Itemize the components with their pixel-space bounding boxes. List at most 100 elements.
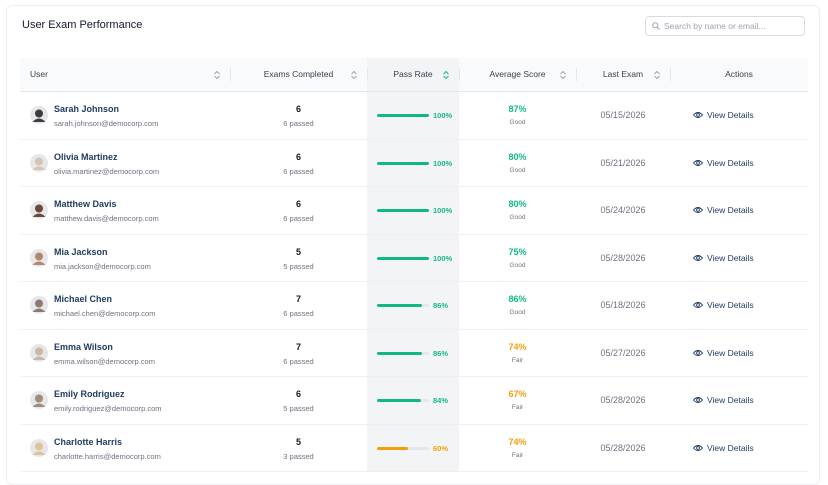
sort-icon[interactable] — [654, 71, 660, 79]
view-details[interactable]: View Details — [693, 300, 754, 310]
pass-rate: 100% — [433, 111, 453, 120]
column-header[interactable]: User — [30, 69, 48, 79]
progress-bar — [377, 256, 429, 260]
progress-track — [377, 256, 429, 260]
cell: Michael Chen michael.chen@democorp.com — [20, 282, 230, 329]
progress-track — [377, 209, 429, 212]
cell: Mia Jackson mia.jackson@democorp.com — [20, 235, 230, 282]
view-details[interactable]: View Details — [693, 252, 754, 263]
pass-rate: 86% — [433, 301, 449, 310]
view-details[interactable]: View Details — [693, 110, 754, 120]
view-details-label: View Details — [707, 205, 754, 215]
sort-icon[interactable] — [443, 71, 449, 79]
average-score: 80% — [508, 151, 527, 162]
column-header[interactable]: Last Exam — [602, 69, 644, 79]
avatar — [30, 391, 48, 409]
column-header[interactable]: Exams Completed — [263, 69, 334, 79]
score-grade: Good — [509, 309, 526, 316]
score-grade: Good — [509, 119, 526, 126]
cell: Charlotte Harris charlotte.harris@democor… — [20, 425, 230, 472]
view-details-label: View Details — [707, 347, 754, 358]
page: User Exam Performance Search by name or … — [6, 5, 820, 485]
progress-track — [377, 304, 429, 307]
exams-passed: 6 passed — [283, 214, 314, 223]
sort-icon[interactable] — [560, 71, 566, 79]
last-exam: 05/18/2026 — [600, 300, 646, 310]
table: User Exams Completed Pass Rate Average Scor… — [20, 58, 808, 472]
table-row: Mia Jackson mia.jackson@democorp.com 5 5 pa… — [20, 234, 808, 282]
view-details[interactable]: View Details — [693, 205, 754, 215]
column-header: Actions — [725, 69, 753, 79]
cell: 74% Fair — [459, 425, 576, 472]
sort-icon[interactable] — [214, 71, 220, 79]
view-details[interactable]: View Details — [693, 395, 754, 405]
cell: 86% Good — [459, 282, 576, 329]
eye-icon — [693, 397, 703, 403]
user-name: Mia Jackson — [54, 246, 108, 257]
exams-passed: 6 passed — [283, 356, 314, 366]
table-row: Sarah Johnson sarah.johnson@democorp.com 6… — [20, 92, 808, 140]
average-score: 74% — [508, 436, 527, 447]
last-exam: 05/15/2026 — [600, 110, 646, 120]
progress-track — [377, 351, 429, 355]
view-details[interactable]: View Details — [693, 443, 754, 453]
cell: View Details — [670, 187, 808, 234]
exams-passed: 6 passed — [283, 119, 314, 128]
cell: 80% Good — [459, 140, 576, 187]
column-separator — [230, 68, 231, 81]
cell: 05/27/2026 — [576, 330, 670, 377]
column-separator — [670, 68, 671, 81]
cell: 6 6 passed — [230, 92, 367, 139]
cell: Sarah Johnson sarah.johnson@democorp.com — [20, 92, 230, 139]
cell: 05/28/2026 — [576, 425, 670, 472]
score-grade: Good — [509, 214, 526, 221]
table-row: Emily Rodriguez emily.rodriguez@democorp.… — [20, 377, 808, 425]
cell: 05/28/2026 — [576, 377, 670, 424]
progress-bar — [377, 114, 429, 117]
cell: 7 6 passed — [230, 282, 367, 329]
pass-rate: 86% — [433, 348, 449, 358]
cell: 86% — [367, 329, 459, 376]
view-details-label: View Details — [707, 252, 754, 263]
avatar — [30, 248, 48, 267]
progress-bar — [377, 209, 429, 212]
cell: 7 6 passed — [230, 330, 367, 377]
cell: Matthew Davis matthew.davis@democorp.com — [20, 187, 230, 234]
progress-bar — [377, 351, 422, 355]
score-grade: Fair — [511, 404, 524, 411]
column-header[interactable]: Pass Rate — [367, 58, 459, 91]
last-exam: 05/28/2026 — [600, 252, 646, 263]
avatar — [30, 438, 48, 457]
user-email: matthew.davis@democorp.com — [54, 214, 159, 223]
progress-track — [377, 114, 429, 117]
progress-bar — [377, 446, 409, 450]
pass-rate: 100% — [433, 206, 453, 215]
cell: 100% — [367, 234, 459, 281]
avatar — [30, 343, 48, 362]
eye-icon — [693, 444, 703, 451]
user-name: Olivia Martinez — [54, 151, 118, 162]
exams-passed: 6 passed — [283, 309, 314, 318]
user-email: emily.rodriguez@democorp.com — [54, 404, 162, 413]
progress-track — [377, 399, 429, 402]
view-details-label: View Details — [707, 157, 754, 168]
user-name: Emma Wilson — [54, 341, 113, 352]
cell: View Details — [670, 330, 808, 377]
exams-completed: 6 — [295, 104, 301, 114]
score-grade: Fair — [511, 451, 524, 459]
view-details[interactable]: View Details — [693, 347, 754, 358]
exams-passed: 6 passed — [283, 166, 314, 176]
table-row: Charlotte Harris charlotte.harris@democor… — [20, 424, 808, 472]
cell: 5 5 passed — [230, 235, 367, 282]
sort-icon[interactable] — [351, 71, 357, 79]
search-placeholder: Search by name or email... — [664, 21, 766, 31]
cell: View Details — [670, 92, 808, 139]
column-header[interactable]: Average Score — [489, 69, 546, 79]
search-input[interactable]: Search by name or email... — [645, 16, 805, 36]
average-score: 80% — [508, 199, 527, 209]
cell: Emily Rodriguez emily.rodriguez@democorp.… — [20, 377, 230, 424]
average-score: 75% — [508, 246, 527, 257]
progress-bar — [377, 304, 422, 307]
view-details[interactable]: View Details — [693, 157, 754, 168]
table-row: Olivia Martinez olivia.martinez@democorp.… — [20, 139, 808, 187]
